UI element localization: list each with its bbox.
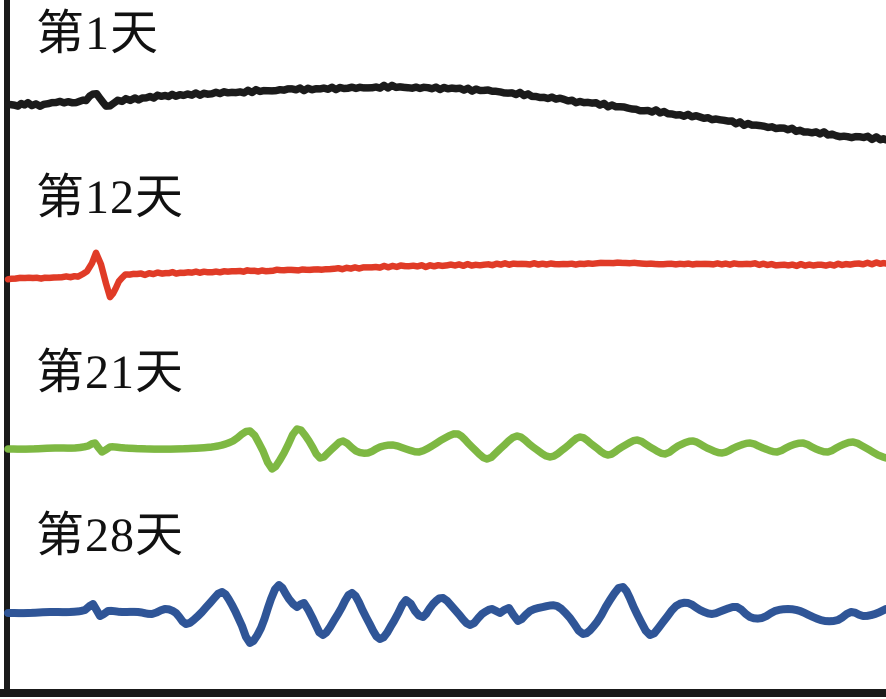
trace-path-1 [4, 249, 886, 301]
x-axis-spine [0, 689, 886, 697]
trace-label-day1: 第1天 [36, 7, 160, 60]
trace-path-2 [4, 425, 886, 473]
y-axis-spine [4, 0, 10, 696]
trace-label-day28: 第28天 [36, 509, 185, 562]
trace-label-day21: 第21天 [36, 346, 185, 399]
trace-path-3 [4, 581, 886, 647]
trace-label-day12: 第12天 [36, 171, 185, 224]
trace-path-0 [4, 81, 886, 144]
